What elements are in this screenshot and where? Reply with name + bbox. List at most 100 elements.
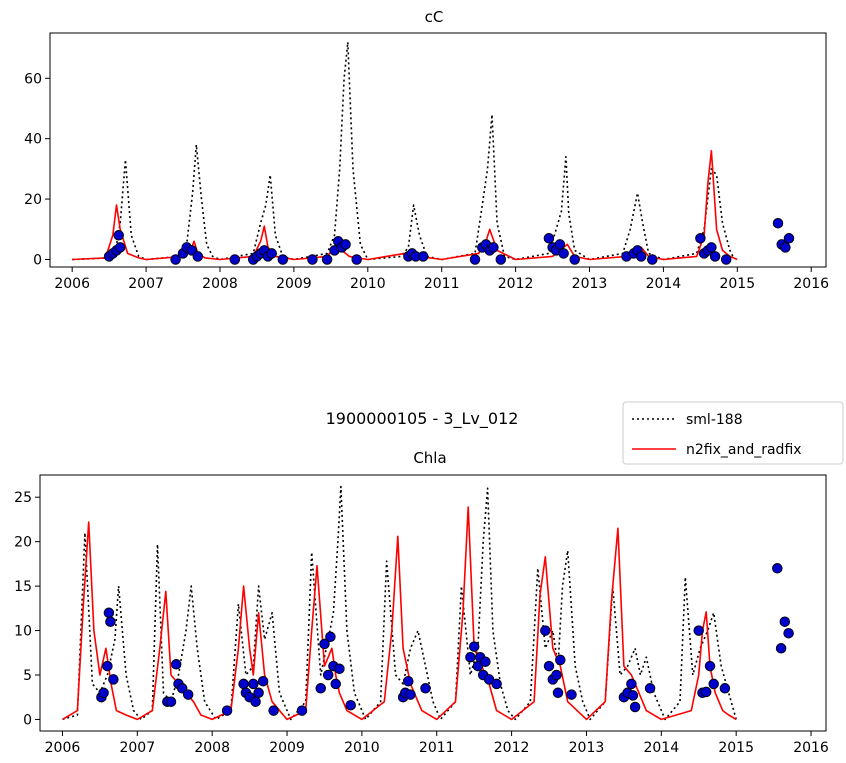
- cc-xtick-label-2006: 2006: [54, 276, 90, 292]
- cc-subplot: cC 2006 2007 2008 2009 2010 2011 2012 2013 2014 2…: [24, 8, 829, 292]
- chla-observation-point: [555, 654, 566, 666]
- cc-observation-point: [706, 242, 717, 253]
- cc-ytick-label-40: 40: [24, 132, 42, 148]
- chla-title: Chla: [413, 449, 446, 467]
- chla-observation-point: [250, 696, 261, 707]
- chla-series-sml-188: [62, 485, 737, 721]
- chla-observation-point: [775, 643, 787, 654]
- chla-observation-point: [779, 616, 791, 627]
- chla-observation-point: [257, 675, 269, 687]
- chla-xtick-label-2011: 2011: [419, 740, 455, 756]
- cc-observation-point: [695, 233, 706, 244]
- cc-observation-point: [321, 254, 333, 265]
- cc-xtick-label-2008: 2008: [202, 276, 238, 292]
- chla-observation-point: [322, 669, 334, 681]
- chla-observation-point: [405, 689, 416, 700]
- cc-observation-point: [113, 230, 124, 241]
- cc-observation-point: [340, 239, 351, 250]
- cc-axes-frame: [49, 32, 827, 268]
- cc-observation-point: [469, 254, 481, 265]
- chla-observation-point: [253, 687, 264, 699]
- chla-observation-point: [543, 660, 555, 672]
- chla-observation-point: [248, 678, 259, 690]
- cc-observation-point: [780, 242, 791, 253]
- chla-observation-point: [268, 705, 279, 716]
- cc-xtick-label-2011: 2011: [424, 276, 460, 292]
- chla-xtick-label-2013: 2013: [569, 740, 605, 756]
- cc-ytick-label-0: 0: [33, 252, 42, 268]
- chla-xtick-label-2010: 2010: [344, 740, 380, 756]
- chla-observation-point: [644, 683, 656, 694]
- chla-observation-point: [319, 638, 330, 650]
- chla-xtick-label-2014: 2014: [643, 740, 679, 756]
- chla-ytick-label-0: 0: [23, 712, 32, 728]
- chla-observation-point: [719, 683, 731, 694]
- cc-observation-point: [772, 217, 784, 229]
- cc-observation-point: [635, 251, 647, 262]
- chla-xtick-label-2016: 2016: [793, 740, 829, 756]
- chla-observation-point: [540, 625, 551, 636]
- cc-observation-point: [495, 254, 507, 265]
- chla-subplot: Chla 2006 2007 2008 2009 2010 2011 2012 2013 201…: [14, 449, 829, 756]
- cc-xtick-label-2010: 2010: [350, 276, 386, 292]
- legend: sml-188 n2fix_and_radfix: [622, 401, 844, 465]
- chla-observation-point: [465, 651, 476, 663]
- cc-xtick-label-2014: 2014: [646, 276, 682, 292]
- chla-observation-point: [551, 669, 562, 681]
- cc-observation-point: [709, 251, 721, 262]
- chla-observation-point: [783, 627, 794, 639]
- chla-xtick-label-2012: 2012: [494, 740, 530, 756]
- chla-observation-point: [221, 705, 233, 716]
- chla-observation-point: [772, 563, 783, 574]
- legend-label-n2fix-and-radfix: n2fix_and_radfix: [686, 442, 802, 458]
- chla-ytick-label-5: 5: [23, 668, 32, 684]
- chla-xtick-label-2008: 2008: [194, 740, 230, 756]
- chla-xtick-label-2007: 2007: [119, 740, 155, 756]
- chla-ytick-label-10: 10: [14, 624, 32, 640]
- cc-observation-point: [569, 254, 580, 265]
- chla-observation-point: [468, 641, 480, 652]
- chla-observation-point: [345, 699, 356, 711]
- chla-observation-point: [330, 678, 341, 690]
- chla-observation-point: [626, 678, 637, 690]
- chla-xtick-label-2006: 2006: [45, 740, 81, 756]
- chla-observation-point: [693, 625, 704, 636]
- chla-axes-frame: [39, 474, 827, 732]
- chla-observation-point: [704, 660, 716, 672]
- cc-observation-point: [554, 239, 566, 250]
- cc-xtick-label-2015: 2015: [719, 276, 755, 292]
- legend-label-sml-188: sml-188: [686, 412, 743, 428]
- figure-suptitle: 1900000105 - 3_Lv_012: [326, 409, 519, 429]
- chla-observation-point: [566, 689, 577, 700]
- chla-observation-point: [480, 656, 491, 667]
- cc-observation-point: [417, 251, 429, 262]
- chla-observation-point: [334, 663, 345, 675]
- chla-observation-point: [102, 660, 113, 672]
- cc-observation-point: [229, 254, 241, 265]
- cc-xtick-label-2007: 2007: [128, 276, 164, 292]
- cc-observation-point: [114, 242, 126, 253]
- cc-observation-point: [192, 251, 204, 262]
- cc-plot-area: 2006 2007 2008 2009 2010 2011 2012 2013 2014 2015…: [24, 41, 829, 292]
- chla-observation-point: [165, 696, 177, 707]
- chla-observation-point: [708, 678, 719, 690]
- chla-observation-point: [325, 631, 336, 643]
- chla-observation-point: [238, 678, 249, 690]
- chla-plot-area: 2006 2007 2008 2009 2010 2011 2012 2013 2014 2015…: [14, 485, 829, 756]
- chla-observation-point: [552, 687, 564, 699]
- chla-observation-point: [403, 675, 414, 687]
- chla-observation-point: [103, 607, 115, 619]
- cc-observation-point: [647, 254, 658, 265]
- cc-observation-point: [543, 233, 555, 244]
- cc-xtick-label-2013: 2013: [572, 276, 608, 292]
- chla-observation-point: [182, 689, 194, 700]
- cc-observation-point: [720, 254, 732, 265]
- cc-observation-point: [266, 248, 277, 259]
- cc-xtick-label-2012: 2012: [498, 276, 534, 292]
- chla-series-n2fix-and-radfix: [62, 506, 737, 721]
- chla-xtick-label-2015: 2015: [718, 740, 754, 756]
- cc-observation-point: [351, 254, 362, 265]
- cc-observation-point: [783, 233, 795, 244]
